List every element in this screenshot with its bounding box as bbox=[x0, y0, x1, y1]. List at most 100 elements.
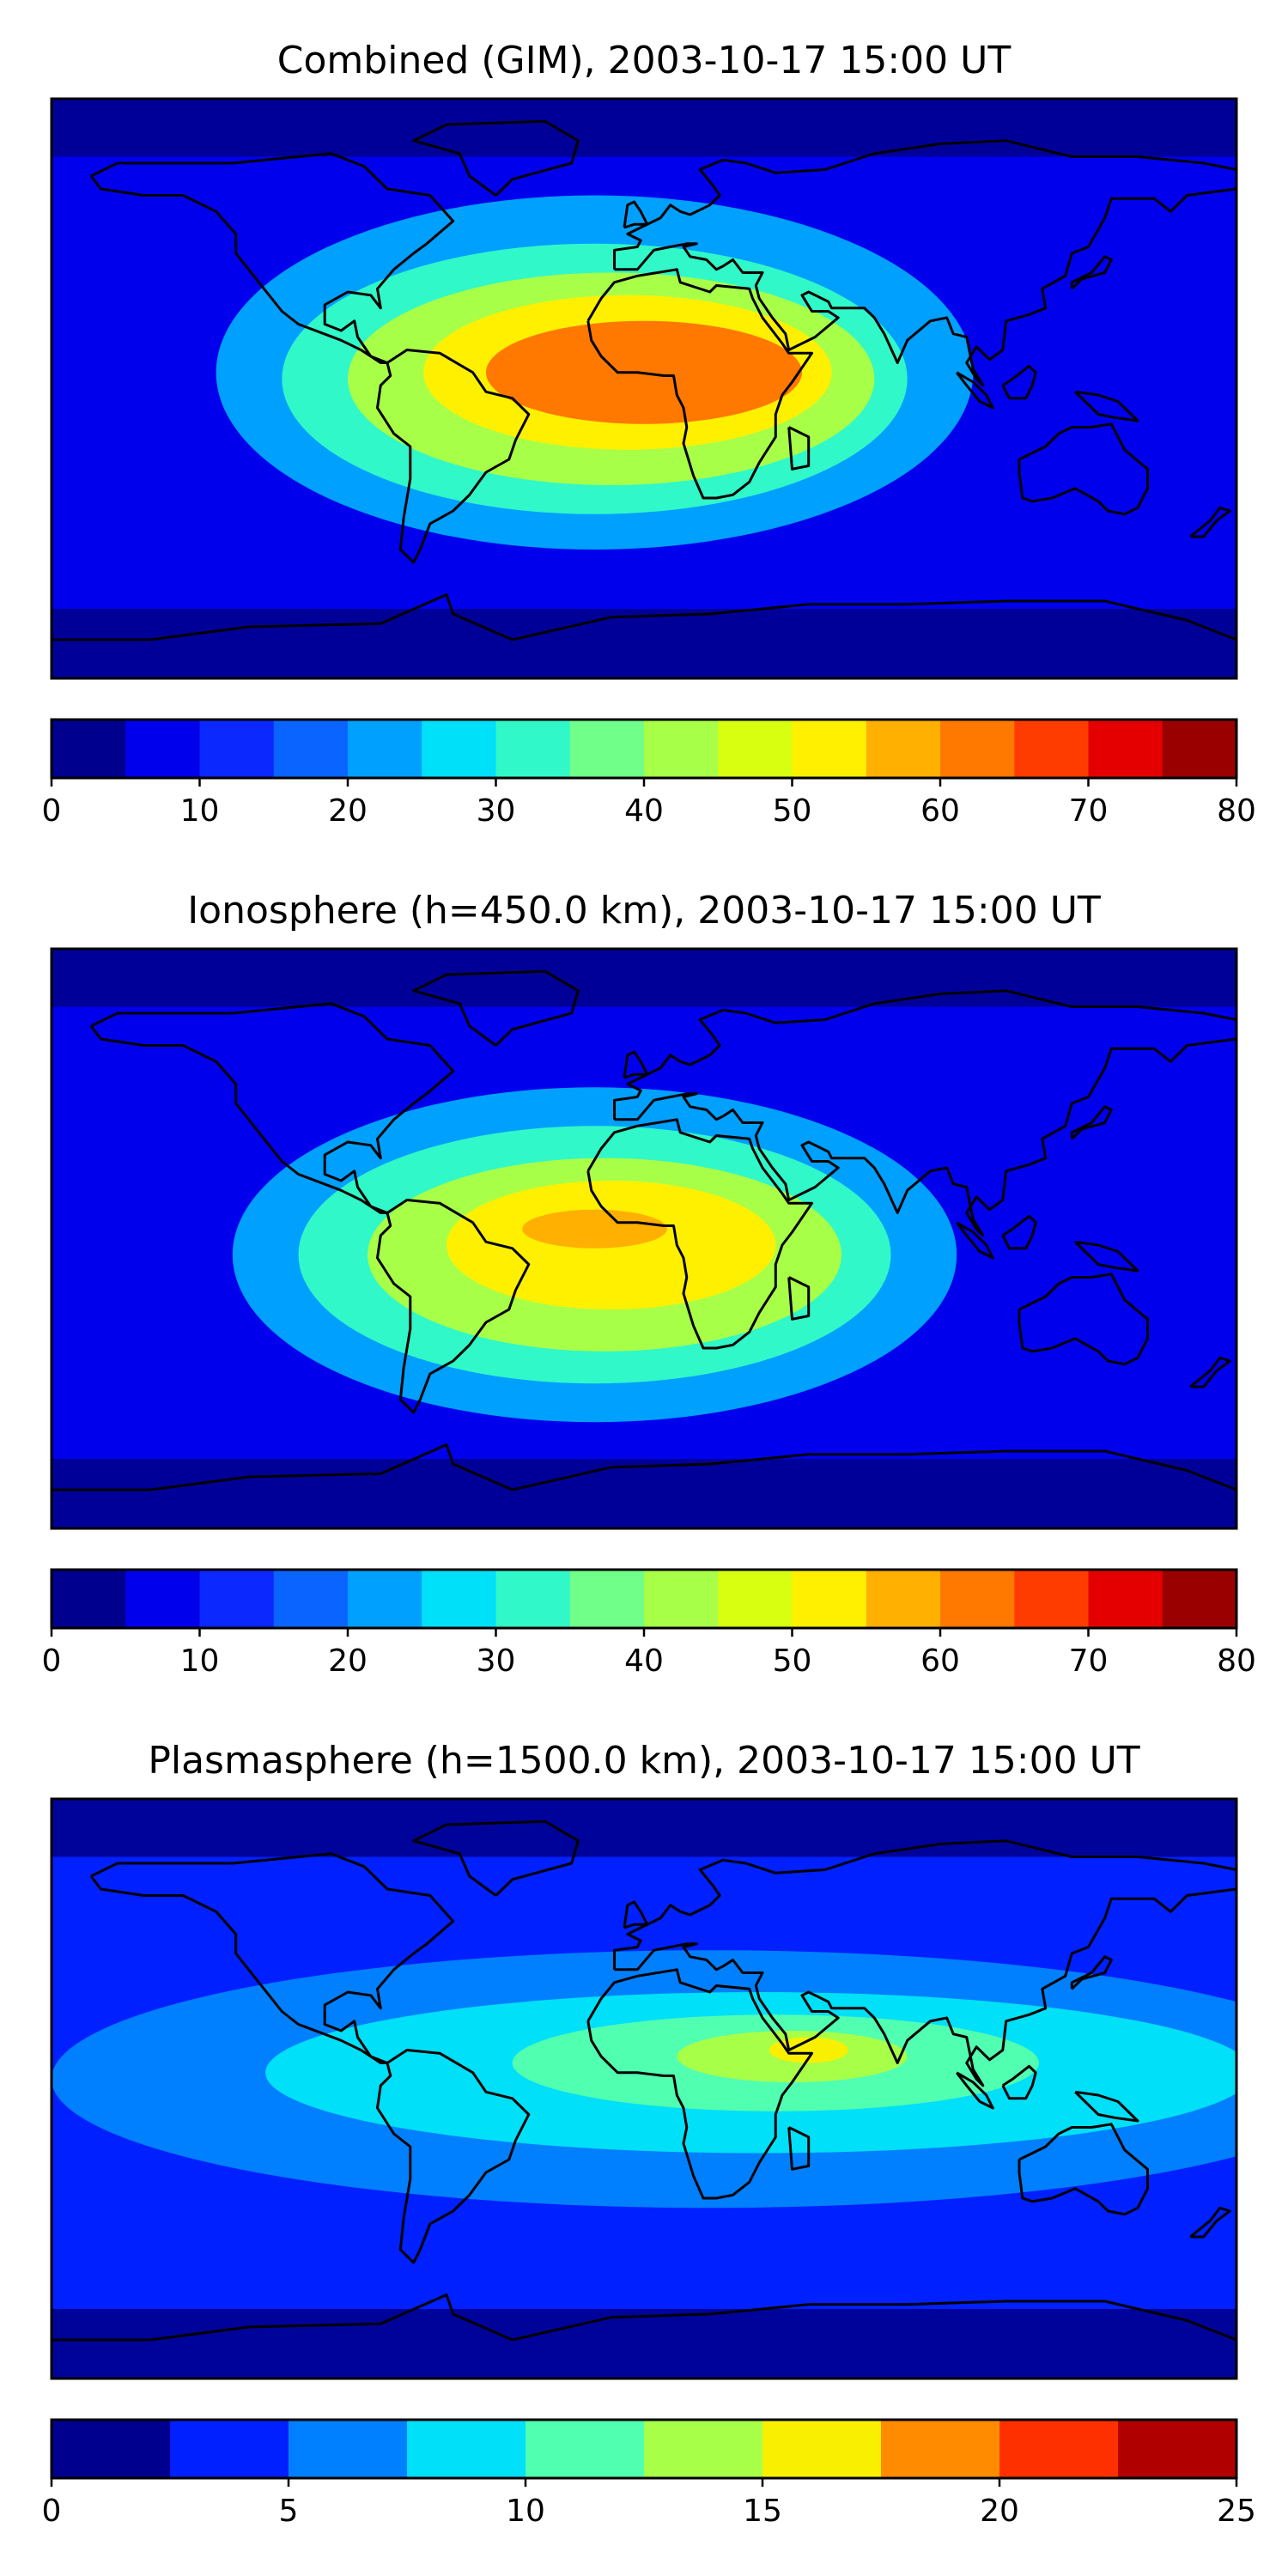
coastline bbox=[1018, 1273, 1149, 1366]
coastline bbox=[1189, 1356, 1231, 1388]
coastline bbox=[89, 1002, 455, 1214]
colorbar-tick-label: 30 bbox=[477, 1643, 516, 1679]
colorbar-segment bbox=[125, 1570, 201, 1628]
coastline bbox=[623, 1900, 649, 1929]
colorbar-segment bbox=[52, 720, 126, 778]
coastline bbox=[613, 139, 1236, 270]
coastline bbox=[1189, 2206, 1231, 2239]
map-panel bbox=[52, 1799, 1236, 2379]
map-frame bbox=[50, 97, 1238, 680]
colorbar-tick-label: 40 bbox=[624, 1643, 664, 1679]
coastline bbox=[586, 1968, 813, 2200]
coastline bbox=[1070, 1105, 1113, 1140]
contour-band bbox=[52, 1459, 1236, 1528]
colorbar: 0 10 20 30 40 50 60 70 80 bbox=[42, 718, 1256, 829]
colorbar-segment bbox=[170, 2420, 289, 2478]
colorbar-segment bbox=[718, 720, 793, 778]
colorbar-segment bbox=[718, 1570, 793, 1628]
coastline bbox=[613, 1839, 1236, 1970]
colorbar-segment bbox=[407, 2420, 526, 2478]
map-frame bbox=[50, 1797, 1238, 2380]
colorbar-segment bbox=[199, 1570, 275, 1628]
colorbar-tick-label: 40 bbox=[624, 793, 664, 829]
coastline bbox=[956, 2071, 994, 2110]
colorbar-segment bbox=[644, 2420, 763, 2478]
colorbar-segment bbox=[792, 720, 867, 778]
coastline bbox=[787, 1276, 811, 1321]
contour-band bbox=[52, 99, 1236, 157]
colorbar-tick-label: 20 bbox=[328, 793, 368, 829]
coastline bbox=[1001, 2064, 1037, 2100]
colorbar-tick-label: 10 bbox=[180, 793, 220, 829]
colorbar-segment bbox=[1014, 1570, 1090, 1628]
coastline bbox=[586, 1118, 813, 1350]
panel-title: Ionosphere (h=450.0 km), 2003-10-17 15:0… bbox=[187, 889, 1101, 933]
map-frame bbox=[50, 947, 1238, 1530]
colorbar-segment bbox=[1162, 720, 1237, 778]
colorbar-frame bbox=[50, 2418, 1238, 2480]
contour-region bbox=[522, 1209, 667, 1249]
colorbar-segment bbox=[1118, 2420, 1237, 2478]
colorbar-tick-label: 70 bbox=[1069, 793, 1109, 829]
colorbar: 0 10 20 30 40 50 60 70 80 bbox=[42, 1568, 1256, 1679]
colorbar-segment bbox=[125, 720, 201, 778]
colorbar-segment bbox=[792, 1570, 867, 1628]
colorbar-segment bbox=[526, 2420, 645, 2478]
colorbar-tick-label: 60 bbox=[920, 793, 960, 829]
colorbar-segment bbox=[999, 2420, 1119, 2478]
coastline bbox=[623, 1050, 649, 1079]
map-panel bbox=[52, 99, 1236, 678]
coastline bbox=[956, 1221, 994, 1260]
colorbar-segment bbox=[1088, 1570, 1163, 1628]
coastline bbox=[1018, 2123, 1149, 2216]
colorbar-tick-label: 30 bbox=[477, 793, 516, 829]
colorbar-segment bbox=[422, 1570, 497, 1628]
coastline bbox=[52, 593, 1236, 641]
colorbar-tick-label: 10 bbox=[180, 1643, 220, 1679]
coastline bbox=[412, 119, 580, 197]
colorbar-segment bbox=[52, 2420, 171, 2478]
colorbar-tick-label: 20 bbox=[980, 2494, 1019, 2529]
colorbar-segment bbox=[644, 720, 719, 778]
coastline bbox=[412, 969, 580, 1047]
colorbar-segment bbox=[762, 2420, 882, 2478]
contour-band bbox=[52, 2309, 1236, 2379]
coastline bbox=[1070, 255, 1113, 290]
coastline bbox=[412, 1820, 580, 1897]
coastline bbox=[52, 2293, 1236, 2342]
colorbar-tick-label: 0 bbox=[42, 2494, 62, 2529]
coastline bbox=[1189, 506, 1231, 538]
colorbar-tick-label: 20 bbox=[328, 1643, 368, 1679]
colorbar-tick-label: 80 bbox=[1217, 793, 1256, 829]
colorbar-segment bbox=[1088, 720, 1163, 778]
contour-band bbox=[52, 609, 1236, 678]
colorbar-segment bbox=[644, 1570, 719, 1628]
colorbar-segment bbox=[495, 1570, 571, 1628]
coastline bbox=[376, 1199, 531, 1414]
map-panel bbox=[52, 949, 1236, 1528]
colorbar-tick-label: 70 bbox=[1069, 1643, 1109, 1679]
colorbar-segment bbox=[289, 2420, 408, 2478]
colorbar-segment bbox=[866, 720, 941, 778]
colorbar-tick-label: 15 bbox=[743, 2494, 782, 2529]
coastline bbox=[1001, 364, 1037, 400]
colorbar-tick-label: 50 bbox=[773, 793, 812, 829]
colorbar-tick-label: 80 bbox=[1217, 1643, 1256, 1679]
colorbar-segment bbox=[569, 1570, 645, 1628]
coastline bbox=[1070, 1955, 1113, 1990]
coastline bbox=[614, 1887, 1236, 2087]
coastline bbox=[376, 2049, 531, 2264]
colorbar-tick-label: 0 bbox=[42, 1643, 62, 1679]
coastline bbox=[614, 187, 1236, 387]
colorbar-tick-label: 0 bbox=[42, 793, 62, 829]
colorbar-segment bbox=[1014, 720, 1090, 778]
coastline bbox=[1018, 422, 1149, 516]
colorbar: 0 5 10 15 20 25 bbox=[42, 2418, 1256, 2529]
coastline bbox=[1074, 390, 1139, 422]
colorbar-segment bbox=[940, 1570, 1015, 1628]
colorbar-tick-label: 5 bbox=[279, 2494, 299, 2529]
coastline bbox=[1001, 1214, 1037, 1250]
coastline bbox=[956, 371, 994, 410]
coastline bbox=[613, 989, 1236, 1120]
